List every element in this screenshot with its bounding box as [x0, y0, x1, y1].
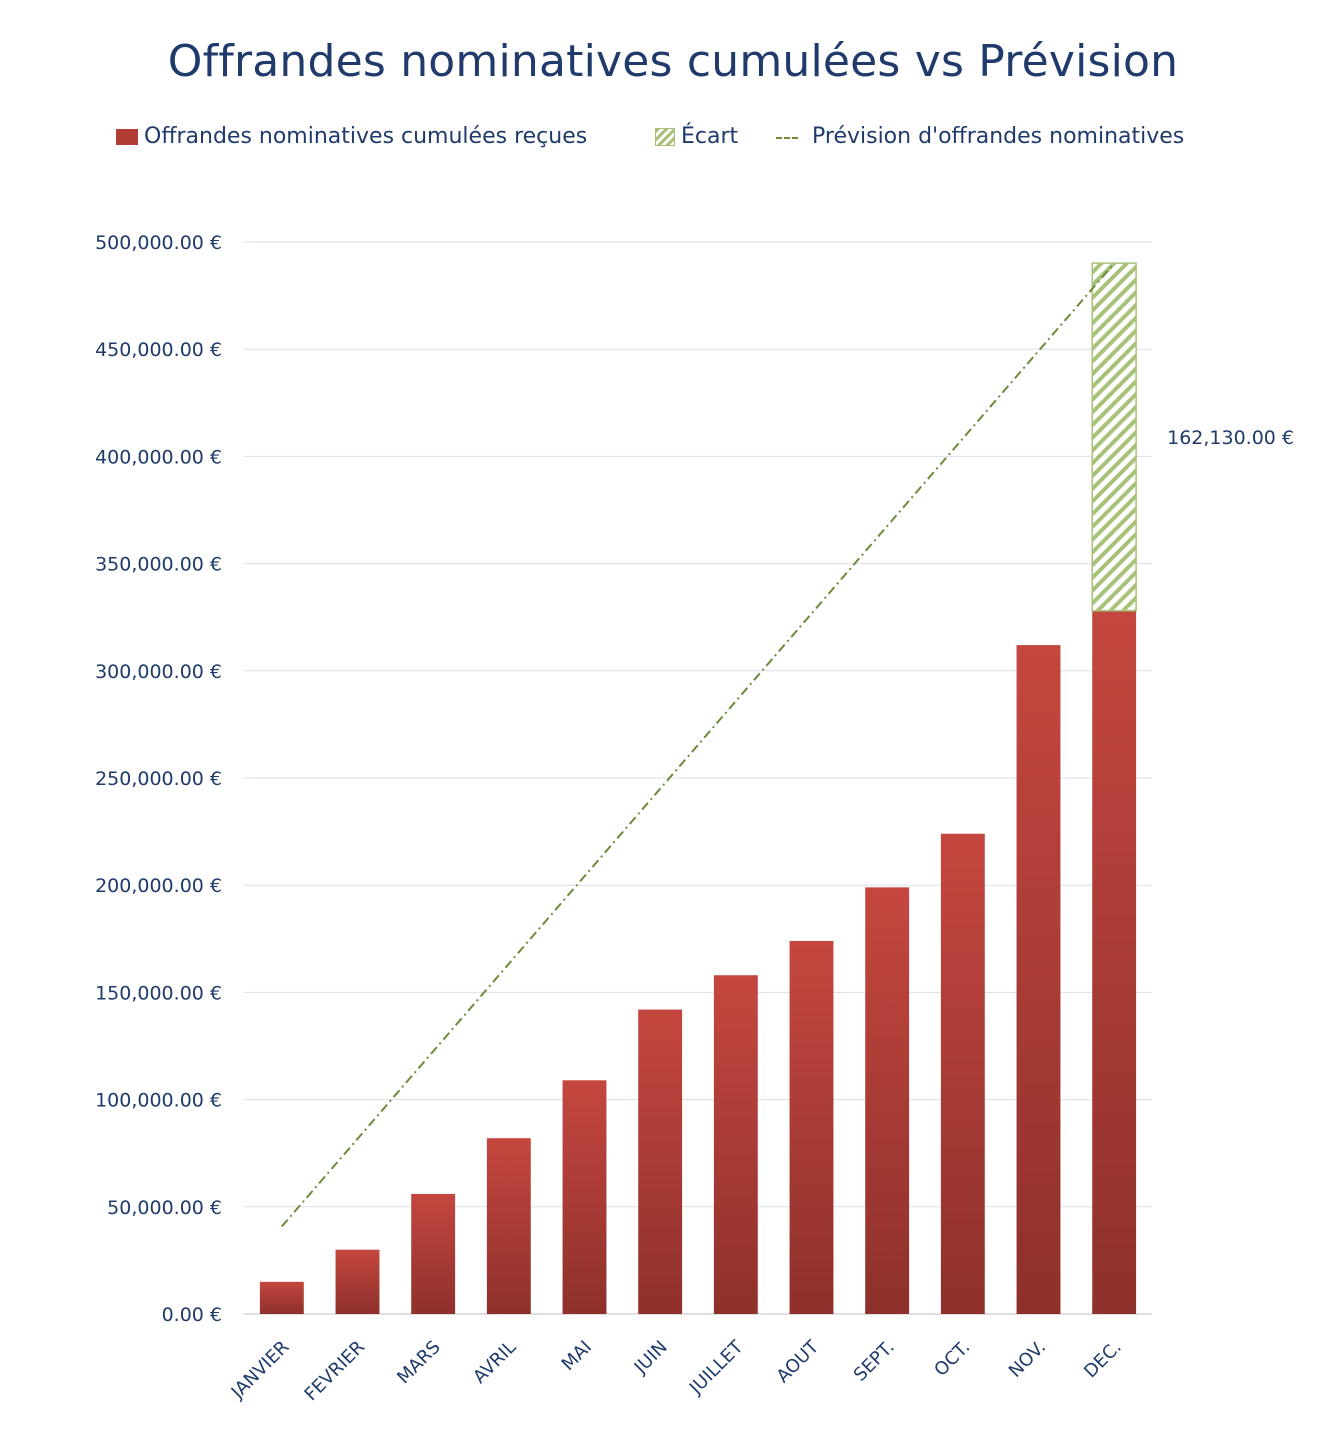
x-tick-label: NOV. [1005, 1337, 1050, 1382]
y-tick-label: 0.00 € [162, 1304, 222, 1326]
bar-received [259, 1281, 304, 1314]
legend-swatch-ecart [655, 127, 675, 146]
x-tick-label: OCT. [930, 1337, 974, 1381]
data-label-ecart: 162,130.00 € [1167, 427, 1294, 449]
x-tick-label: JUIN [630, 1337, 672, 1379]
y-tick-label: 250,000.00 € [95, 768, 222, 790]
legend-label-forecast: Prévision d'offrandes nominatives [812, 124, 1185, 149]
x-tick-label: JANVIER [227, 1337, 294, 1404]
y-tick-label: 400,000.00 € [95, 446, 222, 468]
chart-title: Offrandes nominatives cumulées vs Prévis… [167, 36, 1179, 87]
bar-ecart [1091, 262, 1137, 612]
x-tick-label: SEPT. [850, 1337, 899, 1386]
y-tick-label: 350,000.00 € [95, 554, 222, 576]
x-tick-label: AOUT [773, 1336, 824, 1387]
bar-received [411, 1193, 456, 1314]
bar-received [486, 1138, 531, 1314]
x-tick-label: JUILLET [685, 1336, 748, 1399]
bar-received [713, 975, 758, 1314]
bar-received [638, 1009, 683, 1314]
legend-label-received: Offrandes nominatives cumulées reçues [144, 124, 588, 149]
bar-received [865, 887, 910, 1314]
x-tick-label: MAI [558, 1337, 596, 1375]
bar-received [1092, 610, 1137, 1314]
bar-received [562, 1080, 607, 1314]
y-tick-label: 200,000.00 € [95, 875, 222, 897]
y-tick-label: 100,000.00 € [95, 1090, 222, 1112]
x-tick-label: DEC. [1080, 1337, 1126, 1383]
y-tick-label: 500,000.00 € [95, 232, 222, 254]
bar-received [335, 1249, 380, 1314]
legend-item-ecart: Écart [655, 124, 738, 149]
bar-received [940, 833, 985, 1314]
legend-item-received: Offrandes nominatives cumulées reçues [116, 124, 587, 149]
x-tick-label: AVRIL [469, 1337, 520, 1388]
y-tick-label: 450,000.00 € [95, 339, 222, 361]
y-tick-label: 50,000.00 € [107, 1197, 222, 1219]
legend-item-forecast: Prévision d'offrandes nominatives [772, 124, 1184, 149]
bar-received [789, 940, 834, 1314]
bar-received [1016, 645, 1061, 1314]
legend-label-ecart: Écart [681, 124, 739, 149]
x-tick-label: MARS [393, 1337, 444, 1388]
x-tick-label: FEVRIER [301, 1337, 369, 1405]
legend-swatch-received [116, 128, 138, 145]
legend: Offrandes nominatives cumulées reçues Éc… [0, 124, 1326, 158]
legend-swatch-forecast [772, 128, 802, 146]
y-tick-label: 300,000.00 € [95, 661, 222, 683]
forecast-line [281, 262, 1115, 1228]
y-tick-label: 150,000.00 € [95, 982, 222, 1004]
